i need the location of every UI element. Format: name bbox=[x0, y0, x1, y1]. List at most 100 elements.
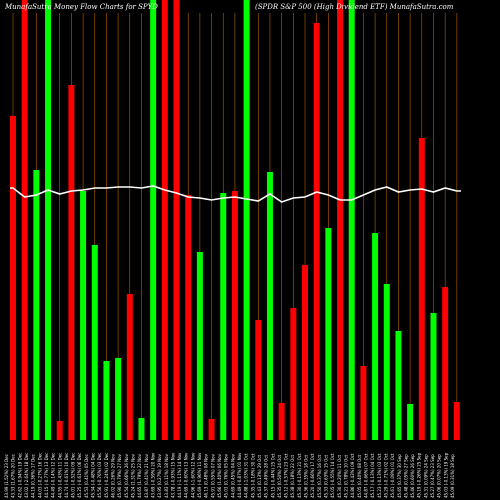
x-tick-label: 44.19 (0.36%) 17 Dec bbox=[31, 454, 36, 498]
x-tick-label: 43.33 (1.67%) 20 Dec bbox=[11, 454, 16, 498]
x-tick-label: 45.34 (-0.48%) 04 Dec bbox=[91, 453, 96, 498]
x-tick-label: 44.74 (-0.61%) 10 Dec bbox=[64, 453, 69, 498]
x-tick-label: 45.30 (-0.13%) 21 Oct bbox=[297, 453, 302, 498]
bar bbox=[196, 252, 203, 440]
x-tick-label: 45.66 (1.40%) 06 Nov bbox=[217, 453, 222, 498]
x-tick-label: 44.49 (-0.14%) 12 Dec bbox=[51, 453, 56, 498]
x-tick-label: 45.48 (0.05%) 27 Sep bbox=[403, 454, 408, 498]
bar bbox=[173, 0, 180, 440]
x-tick-label: 43.69 (-0.59%) 20 Nov bbox=[150, 452, 155, 498]
bar bbox=[430, 313, 437, 440]
bar bbox=[68, 85, 75, 440]
chart-title-right: (SPDR S&P 500 (High Dividend ETF) Munafa… bbox=[255, 3, 454, 11]
x-tick-label: 45.33 (0.63%) 15 Oct bbox=[324, 454, 329, 498]
x-tick-label: 44.88 (-1.03%) 31 Oct bbox=[244, 453, 249, 498]
x-tick-label: 43.02 (-2.64%) 18 Dec bbox=[24, 453, 29, 498]
x-tick-label: 45.37 (0.49%) 28 Oct bbox=[264, 454, 269, 498]
x-tick-label: 44.03 (-0.27%) 16 Dec bbox=[37, 453, 42, 498]
bar bbox=[407, 404, 414, 440]
x-tick-label: 45.21 (0.78%) 10 Oct bbox=[343, 454, 348, 498]
bar bbox=[45, 0, 52, 440]
bar bbox=[266, 172, 273, 440]
x-tick-label: 45.61 (-0.09%) 01 Oct bbox=[390, 453, 395, 498]
x-tick-label: 45.46 (0.60%) 26 Sep bbox=[410, 454, 415, 498]
x-tick-label: 45.03 (0.76%) 05 Nov bbox=[224, 453, 229, 498]
x-tick-label: 45.91 (-0.24%) 02 Dec bbox=[104, 453, 109, 498]
bar bbox=[33, 170, 40, 440]
x-tick-label: 43.95 (0.27%) 19 Nov bbox=[157, 453, 162, 498]
x-tick-label: 45.31 (0.09%) 24 Sep bbox=[423, 454, 428, 498]
bar bbox=[418, 138, 425, 440]
x-tick-label: 45.01 (-0.52%) 09 Dec bbox=[71, 453, 76, 498]
bar bbox=[278, 403, 285, 440]
x-tick-labels: 43.99 (1.52%) 23 Dec 43.33 (1.67%) 20 Dec… bbox=[4, 452, 455, 498]
x-tick-label: 45.35 (0.50%) 24 Oct bbox=[277, 454, 282, 498]
x-tick-label: 44.87 (-0.66%) 07 Oct bbox=[363, 453, 368, 498]
x-tick-label: 45.36 (0.35%) 18 Oct bbox=[304, 454, 309, 498]
x-tick-label: 45.29 (-0.71%) 02 Oct bbox=[383, 453, 388, 498]
x-tick-label: 43.83 (0.11%) 18 Nov bbox=[164, 453, 169, 498]
bar bbox=[161, 0, 168, 440]
x-tick-label: 45.69 (-0.96%) 11 Nov bbox=[197, 452, 202, 498]
bar bbox=[208, 419, 215, 440]
x-tick-label: 44.15 (-0.77%) 13 Dec bbox=[44, 453, 49, 498]
bar bbox=[348, 0, 355, 440]
x-tick-label: 43.99 (1.52%) 23 Dec bbox=[4, 454, 9, 498]
bar bbox=[91, 245, 98, 440]
x-tick-label: 45.09 (0.31%) 18 Sep bbox=[450, 454, 455, 498]
x-tick-label: 45.25 (-0.61%) 06 Dec bbox=[77, 453, 82, 498]
x-tick-label: 44.86 (-0.43%) 09 Oct bbox=[350, 453, 355, 498]
x-tick-label: 45.38 (0.18%) 22 Oct bbox=[290, 454, 295, 498]
bar bbox=[21, 0, 28, 440]
x-tick-label: 45.23 (-0.13%) 03 Oct bbox=[377, 453, 382, 498]
bar bbox=[337, 0, 344, 440]
x-tick-label: 45.06 (0.07%) 20 Sep bbox=[437, 454, 442, 498]
bars bbox=[10, 0, 460, 440]
x-tick-label: 46.02 (0.26%) 29 Nov bbox=[111, 453, 116, 498]
x-tick-label: 44.55 (-0.43%) 11 Dec bbox=[57, 453, 62, 498]
x-tick-label: 45.53 (0.41%) 05 Dec bbox=[84, 454, 89, 498]
x-tick-label: 45.24 (1.31%) 25 Nov bbox=[130, 453, 135, 498]
bar bbox=[80, 191, 87, 440]
x-tick-label: 45.05 (-0.55%) 14 Oct bbox=[330, 453, 335, 498]
bar bbox=[138, 418, 145, 440]
bar bbox=[383, 284, 390, 440]
bar bbox=[56, 421, 63, 440]
x-tick-label: 45.90 (0.79%) 27 Nov bbox=[117, 453, 122, 498]
x-tick-label: 45.19 (-0.26%) 25 Sep bbox=[417, 452, 422, 498]
bar bbox=[453, 402, 460, 440]
bar bbox=[360, 366, 367, 440]
x-tick-label: 45.54 (0.66%) 26 Nov bbox=[124, 453, 129, 498]
x-tick-label: 44.96 (-1.60%) 12 Nov bbox=[190, 452, 195, 498]
bar bbox=[255, 320, 262, 440]
bar bbox=[126, 294, 133, 440]
bar bbox=[302, 265, 308, 440]
x-tick-label: 45.56 (-0.76%) 03 Dec bbox=[97, 453, 102, 498]
x-tick-label: 46.13 (0.48%) 08 Nov bbox=[204, 453, 209, 498]
chart-title-left: MunafaSutra Money Flow Charts for SPYD bbox=[4, 3, 158, 11]
bar bbox=[115, 358, 122, 440]
bar bbox=[290, 308, 297, 440]
bar bbox=[372, 233, 379, 440]
x-tick-label: 43.78 (-0.93%) 15 Nov bbox=[170, 452, 175, 498]
x-tick-label: 42.62 (-0.94%) 19 Dec bbox=[17, 453, 22, 498]
x-tick-label: 45.17 (-0.13%) 04 Oct bbox=[370, 453, 375, 498]
x-tick-label: 45.91 (0.55%) 07 Nov bbox=[210, 453, 215, 498]
bar bbox=[243, 0, 250, 440]
bar bbox=[10, 116, 16, 440]
x-tick-label: 44.65 (1.79%) 22 Nov bbox=[137, 453, 142, 498]
x-tick-label: 45.03 (-0.13%) 19 Sep bbox=[443, 452, 448, 498]
x-tick-label: 45.27 (0.47%) 23 Sep bbox=[430, 454, 435, 498]
x-tick-label: 45.20 (-0.66%) 17 Oct bbox=[310, 453, 315, 498]
bar bbox=[231, 191, 238, 440]
x-tick-label: 44.19 (-1.11%) 14 Nov bbox=[177, 452, 182, 498]
bar bbox=[313, 23, 320, 440]
x-tick-label: 45.43 (0.13%) 29 Oct bbox=[257, 454, 262, 498]
bar bbox=[150, 0, 157, 440]
x-tick-label: 45.50 (0.37%) 16 Oct bbox=[317, 454, 322, 498]
bar bbox=[325, 228, 332, 440]
x-tick-label: 44.69 (-0.60%) 13 Nov bbox=[184, 452, 189, 498]
x-tick-label: 45.05 (0.40%) 08 Oct bbox=[357, 454, 362, 498]
